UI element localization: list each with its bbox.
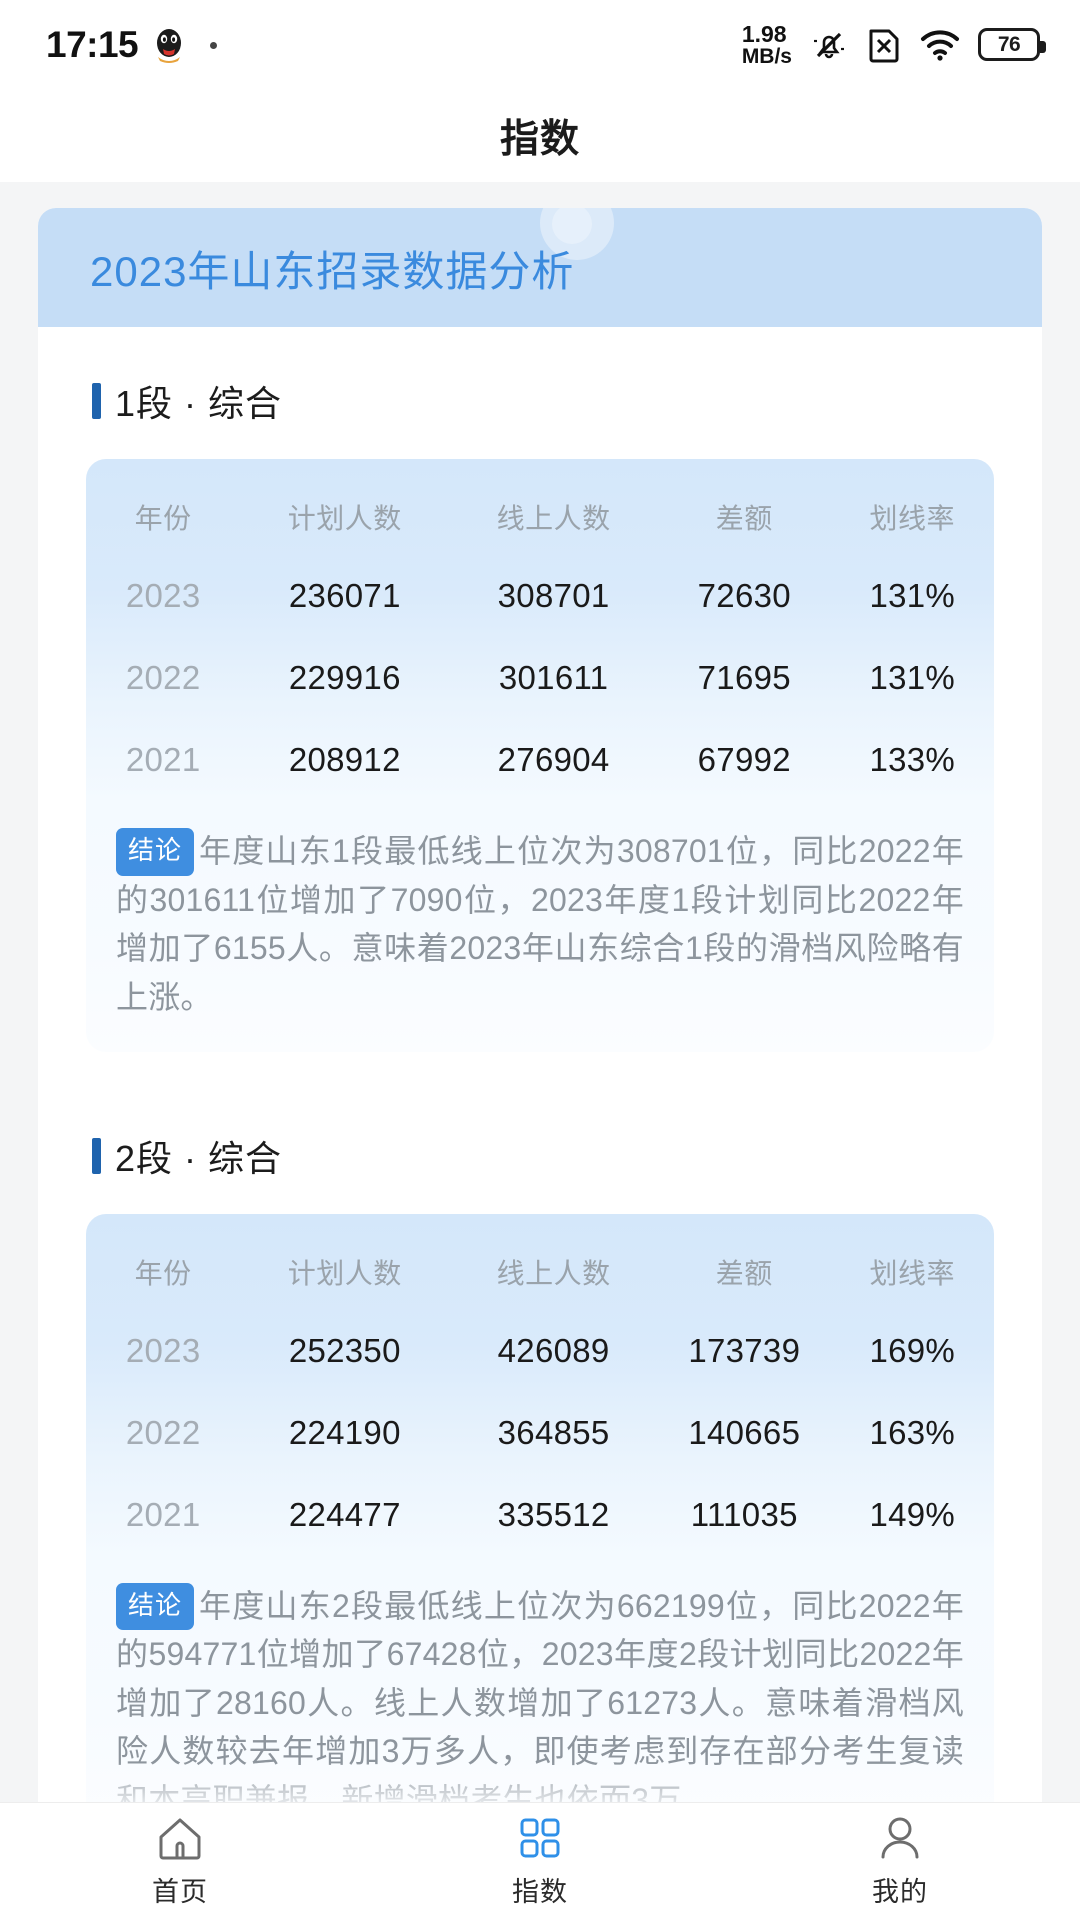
table-header-row: 年份 计划人数 线上人数 差额 划线率 bbox=[86, 1236, 994, 1310]
cell-rate: 131% bbox=[869, 577, 956, 614]
status-dot-icon bbox=[210, 41, 218, 49]
table-row: 2021 224477 335512 111035 149% bbox=[86, 1474, 994, 1556]
cell-rate: 131% bbox=[869, 659, 956, 696]
col-header-plan: 计划人数 bbox=[287, 503, 402, 534]
conclusion-text: 年度山东1段最低线上位次为308701位，同比2022年的301611位增加了7… bbox=[116, 833, 964, 1015]
table-row: 2021 208912 276904 67992 133% bbox=[86, 719, 994, 801]
cell-diff: 67992 bbox=[697, 741, 791, 778]
table-2duan-wrap: 年份 计划人数 线上人数 差额 划线率 2023 252350 426089 1 bbox=[86, 1213, 994, 1556]
tab-index[interactable]: 指数 bbox=[360, 1815, 720, 1909]
bottom-tab-bar: 首页 指数 我的 bbox=[0, 1802, 1080, 1920]
conclusion-text: 年度山东2段最低线上位次为662199位，同比2022年的594771位增加了6… bbox=[116, 1587, 964, 1803]
cell-diff: 111035 bbox=[690, 1495, 798, 1533]
col-header-rate: 划线率 bbox=[869, 1257, 956, 1289]
status-bar-left: 17:15 bbox=[46, 24, 218, 66]
card-shandong-analysis: 2023年山东招录数据分析 1段 · 综合 年份 计划人数 线上人数 差额 划线… bbox=[38, 208, 1042, 1802]
col-header-diff: 差额 bbox=[715, 1257, 773, 1289]
table-2duan: 年份 计划人数 线上人数 差额 划线率 2023 252350 426089 1 bbox=[86, 1236, 994, 1556]
bell-muted-icon bbox=[814, 32, 844, 59]
cell-rate: 133% bbox=[869, 741, 956, 778]
tab-home-label: 首页 bbox=[152, 1876, 208, 1907]
status-bar-right: 1.98 MB/s 76 bbox=[741, 20, 1046, 69]
col-header-year: 年份 bbox=[134, 503, 192, 534]
col-header-online: 线上人数 bbox=[496, 503, 611, 534]
conclusion-badge: 结论 bbox=[116, 828, 195, 876]
cell-diff: 173739 bbox=[688, 1331, 801, 1369]
table-1duan-wrap: 年份 计划人数 线上人数 差额 划线率 2023 236071 308701 7 bbox=[86, 459, 994, 801]
col-header-plan: 计划人数 bbox=[287, 1257, 402, 1289]
col-header-year: 年份 bbox=[134, 1257, 192, 1289]
section-title-1duan: 1段 · 综合 bbox=[38, 375, 1042, 427]
conclusion-1duan: 结论 年度山东1段最低线上位次为308701位，同比2022年的301611位增加… bbox=[86, 801, 994, 1052]
network-speed: 1.98 MB/s bbox=[741, 20, 792, 69]
tab-index-label: 指数 bbox=[512, 1876, 568, 1907]
wifi-icon bbox=[921, 30, 959, 61]
table-header-row: 年份 计划人数 线上人数 差额 划线率 bbox=[86, 481, 994, 555]
page-title-text: 指数 bbox=[499, 118, 580, 161]
section-title-text: 1段 · 综合 bbox=[115, 383, 283, 424]
cell-diff: 72630 bbox=[697, 577, 791, 614]
section-title-text: 2段 · 综合 bbox=[115, 1137, 283, 1179]
cell-year: 2023 bbox=[125, 1331, 201, 1369]
sim-card-disabled-icon bbox=[869, 29, 899, 63]
cell-year: 2022 bbox=[125, 1413, 201, 1451]
cell-plan: 252350 bbox=[288, 1331, 401, 1369]
table-row: 2022 229916 301611 71695 131% bbox=[86, 637, 994, 719]
tab-mine[interactable]: 我的 bbox=[720, 1815, 1080, 1909]
status-time: 17:15 bbox=[46, 24, 139, 65]
network-speed-value: 1.98 bbox=[741, 20, 787, 47]
card-title: 2023年山东招录数据分析 bbox=[90, 248, 575, 295]
cell-plan: 208912 bbox=[288, 741, 401, 778]
cell-online: 276904 bbox=[497, 741, 610, 778]
cell-year: 2023 bbox=[125, 577, 201, 614]
network-speed-unit: MB/s bbox=[741, 45, 792, 69]
cell-year: 2022 bbox=[125, 659, 201, 696]
cell-diff: 140665 bbox=[688, 1413, 801, 1451]
section-title-2duan: 2段 · 综合 bbox=[38, 1130, 1042, 1182]
status-bar: 17:15 1.98 MB/s bbox=[0, 0, 1080, 90]
cell-year: 2021 bbox=[125, 1495, 201, 1533]
cell-plan: 224477 bbox=[288, 1495, 401, 1533]
tab-mine-label: 我的 bbox=[872, 1876, 928, 1907]
cell-plan: 236071 bbox=[288, 577, 401, 614]
cell-online: 335512 bbox=[497, 1495, 610, 1533]
section-accent-bar bbox=[92, 1137, 101, 1174]
battery-icon: 76 bbox=[978, 28, 1046, 62]
battery-level: 76 bbox=[997, 32, 1021, 56]
cell-plan: 229916 bbox=[288, 659, 401, 696]
cell-diff: 71695 bbox=[697, 659, 791, 696]
cell-plan: 224190 bbox=[288, 1413, 401, 1451]
card-body: 1段 · 综合 年份 计划人数 线上人数 差额 划线率 bbox=[38, 327, 1042, 1802]
cell-online: 308701 bbox=[497, 577, 610, 614]
cell-online: 364855 bbox=[497, 1413, 610, 1451]
decoration-bubble-small bbox=[552, 208, 592, 244]
person-icon bbox=[881, 1817, 919, 1858]
cell-online: 426089 bbox=[497, 1331, 610, 1369]
conclusion-badge: 结论 bbox=[116, 1582, 195, 1631]
page-title: 指数 bbox=[0, 90, 1080, 182]
card-header: 2023年山东招录数据分析 bbox=[38, 208, 1042, 327]
tab-home[interactable]: 首页 bbox=[0, 1815, 360, 1909]
col-header-online: 线上人数 bbox=[496, 1257, 611, 1289]
cell-rate: 149% bbox=[869, 1495, 956, 1533]
cell-online: 301611 bbox=[498, 659, 609, 696]
table-row: 2023 236071 308701 72630 131% bbox=[86, 555, 994, 637]
col-header-diff: 差额 bbox=[715, 503, 773, 534]
table-row: 2022 224190 364855 140665 163% bbox=[86, 1392, 994, 1474]
table-row: 2023 252350 426089 173739 169% bbox=[86, 1310, 994, 1392]
cell-rate: 163% bbox=[869, 1413, 956, 1451]
col-header-rate: 划线率 bbox=[869, 503, 956, 534]
cell-rate: 169% bbox=[869, 1331, 956, 1369]
section-divider bbox=[38, 1052, 1042, 1130]
scroll-content[interactable]: 2023年山东招录数据分析 1段 · 综合 年份 计划人数 线上人数 差额 划线… bbox=[0, 182, 1080, 1802]
grid-icon bbox=[520, 1818, 560, 1857]
home-icon bbox=[159, 1818, 201, 1859]
cell-year: 2021 bbox=[125, 741, 201, 778]
conclusion-2duan: 结论 年度山东2段最低线上位次为662199位，同比2022年的594771位增加… bbox=[86, 1555, 994, 1803]
section-accent-bar bbox=[92, 383, 101, 419]
qq-penguin-icon bbox=[157, 29, 182, 63]
table-1duan: 年份 计划人数 线上人数 差额 划线率 2023 236071 308701 7 bbox=[86, 481, 994, 801]
